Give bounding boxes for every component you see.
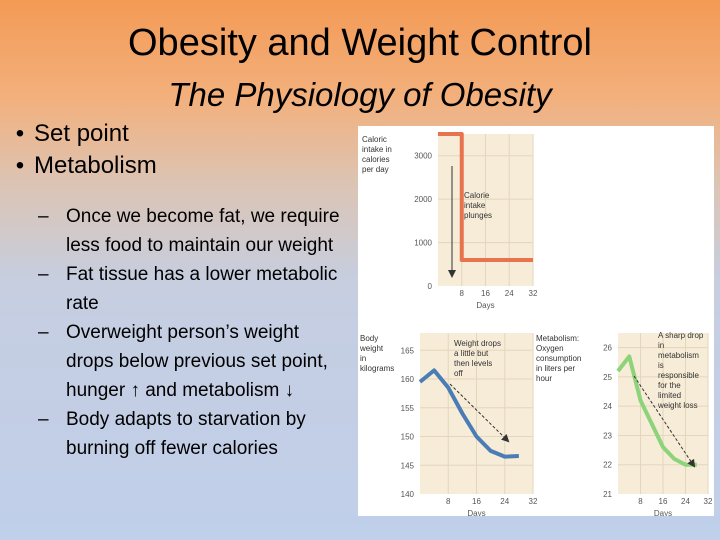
x-tick-label: 24 (505, 289, 514, 298)
annotation-text: intake (464, 201, 486, 210)
y-tick-label: 25 (603, 373, 612, 382)
annotation-text: then levels (454, 359, 492, 368)
x-tick-label: 32 (704, 497, 713, 506)
x-axis-label: Days (467, 509, 485, 516)
bullet-item: • Metabolism (6, 150, 356, 182)
sub-bullet-item: – Once we become fat, we require less foo… (38, 202, 350, 260)
sub-bullet-list: – Once we become fat, we require less foo… (38, 202, 350, 463)
annotation-text: responsible (658, 371, 699, 380)
x-tick-label: 16 (481, 289, 490, 298)
y-axis-label: intake in (362, 145, 392, 154)
y-axis-label: Body (360, 334, 378, 343)
slide-title: Obesity and Weight Control (128, 22, 592, 64)
y-axis-label: Oxygen (536, 344, 564, 353)
y-tick-label: 26 (603, 344, 612, 353)
annotation-text: plunges (464, 211, 492, 220)
dash-icon: – (38, 409, 49, 430)
annotation-text: is (658, 361, 664, 370)
x-tick-label: 24 (681, 497, 690, 506)
y-tick-label: 165 (401, 346, 415, 355)
y-axis-label: kilograms (360, 364, 394, 373)
y-axis-label: calories (362, 155, 390, 164)
annotation-text: Calorie (464, 191, 490, 200)
y-tick-label: 0 (428, 282, 433, 291)
x-tick-label: 32 (529, 289, 538, 298)
annotation-text: in (658, 341, 664, 350)
annotation-text: A sharp drop (658, 331, 704, 340)
sub-bullet-text: Body adapts to starvation by burning off… (66, 409, 306, 459)
y-tick-label: 23 (603, 431, 612, 440)
y-tick-label: 21 (603, 490, 612, 499)
series-line (418, 368, 519, 459)
x-axis-label: Days (654, 509, 672, 516)
y-tick-label: 145 (401, 461, 415, 470)
dash-icon: – (38, 322, 49, 343)
sub-bullet-text: Fat tissue has a lower metabolic rate (66, 264, 338, 314)
slide-subtitle: The Physiology of Obesity (168, 76, 552, 113)
y-tick-label: 150 (401, 433, 415, 442)
sub-bullet-item: – Overweight person’s weight drops below … (38, 318, 350, 405)
x-tick-label: 32 (529, 497, 538, 506)
annotation-arrow (449, 383, 510, 443)
annotation-text: Weight drops (454, 339, 501, 348)
y-axis-label: per day (362, 165, 389, 174)
x-tick-label: 16 (659, 497, 668, 506)
bullet-dot-icon: • (15, 120, 25, 147)
series-line (616, 354, 697, 467)
y-tick-label: 140 (401, 490, 415, 499)
annotation-text: metabolism (658, 351, 699, 360)
physiology-figure: 3000 2000 1000 0 8 16 24 32 Days Caloric intake in… (358, 126, 714, 518)
annotation-text: for the (658, 381, 681, 390)
y-axis-label: Metabolism: (536, 334, 579, 343)
annotation-text: a little but (454, 349, 489, 358)
sub-bullet-text: Overweight person’s weight drops below p… (66, 322, 328, 401)
dash-icon: – (38, 264, 49, 285)
annotation-text: off (454, 369, 464, 378)
bullet-text: Metabolism (34, 152, 157, 179)
sub-bullet-text: Once we become fat, we require less food… (66, 206, 340, 256)
x-axis-label: Days (476, 301, 494, 310)
y-tick-label: 3000 (414, 152, 432, 161)
bullet-text: Set point (34, 120, 129, 147)
annotation-text: limited (658, 391, 681, 400)
y-axis-label: hour (536, 374, 552, 383)
x-tick-label: 24 (500, 497, 509, 506)
main-bullet-list: • Set point • Metabolism (6, 118, 356, 182)
annotation-arrow (633, 375, 696, 468)
x-tick-label: 8 (446, 497, 451, 506)
y-tick-label: 160 (401, 375, 415, 384)
y-tick-label: 155 (401, 404, 415, 413)
x-tick-label: 8 (460, 289, 465, 298)
y-tick-label: 1000 (414, 239, 432, 248)
annotation-text: weight loss (657, 401, 698, 410)
series-line (438, 132, 533, 262)
y-tick-label: 24 (603, 402, 612, 411)
dash-icon: – (38, 206, 49, 227)
y-tick-label: 2000 (414, 195, 432, 204)
sub-bullet-item: – Fat tissue has a lower metabolic rate (38, 260, 350, 318)
x-tick-label: 8 (638, 497, 643, 506)
y-axis-label: Caloric (362, 135, 387, 144)
y-axis-label: in liters per (536, 364, 575, 373)
bullet-item: • Set point (6, 118, 356, 150)
y-tick-label: 22 (603, 461, 612, 470)
y-axis-label: consumption (536, 354, 581, 363)
x-tick-label: 16 (472, 497, 481, 506)
y-axis-label: weight (359, 344, 384, 353)
sub-bullet-item: – Body adapts to starvation by burning of… (38, 405, 350, 463)
bullet-dot-icon: • (15, 152, 25, 179)
y-axis-label: in (360, 354, 366, 363)
